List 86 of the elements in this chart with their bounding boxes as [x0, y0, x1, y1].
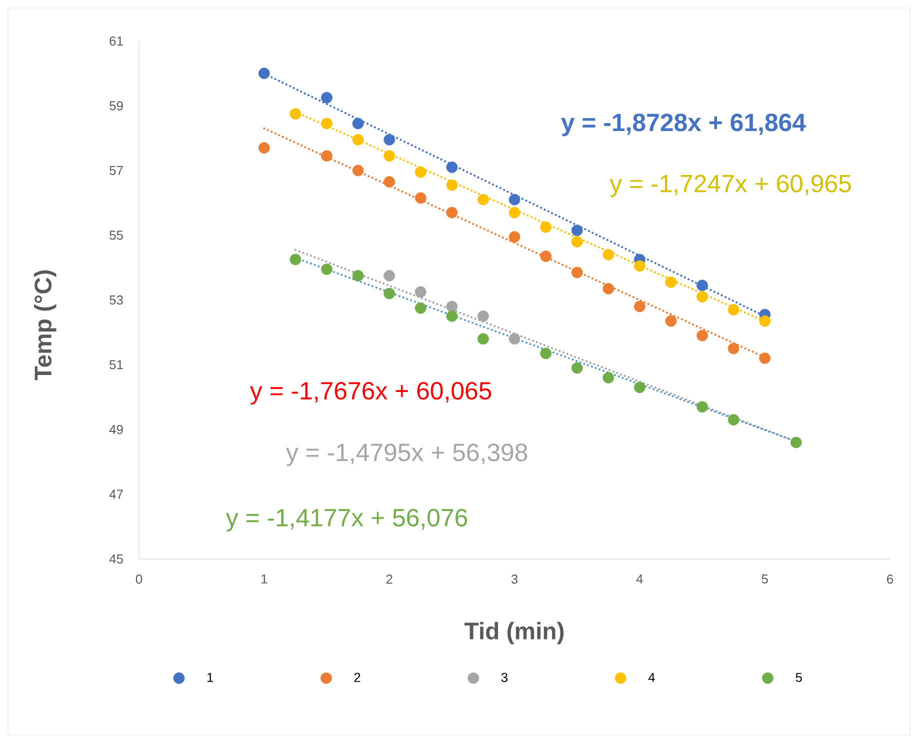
point — [414, 192, 426, 204]
point — [258, 142, 270, 154]
point — [384, 150, 396, 162]
point — [540, 348, 552, 360]
point — [384, 288, 396, 300]
point — [728, 342, 740, 354]
y-tick-label: 49 — [109, 424, 123, 434]
point — [258, 68, 270, 80]
annotation: y = -1,7247x + 60,965 — [610, 174, 851, 198]
point — [602, 282, 614, 294]
point — [384, 176, 396, 188]
x-tick-label: 4 — [636, 574, 643, 584]
legend-label: 4 — [648, 672, 655, 682]
point — [508, 194, 520, 206]
legend-label: 2 — [354, 672, 360, 682]
point — [352, 118, 364, 130]
x-tick-label: 1 — [262, 574, 268, 584]
x-tick-label: 2 — [386, 574, 392, 584]
point — [634, 260, 646, 272]
point — [634, 300, 646, 312]
point — [414, 302, 426, 314]
point — [508, 231, 520, 243]
point — [696, 401, 708, 413]
point — [571, 236, 583, 248]
point — [478, 194, 489, 206]
annotation: y = -1,4795x + 56,398 — [286, 444, 528, 466]
x-tick-label: 6 — [887, 574, 894, 584]
point — [290, 254, 302, 266]
point — [321, 118, 332, 130]
point — [634, 382, 646, 394]
point — [321, 264, 332, 275]
point — [290, 108, 302, 120]
point — [414, 286, 426, 298]
y-axis-title: Temp (°C) — [34, 270, 56, 380]
point — [728, 304, 740, 316]
y-tick-label: 51 — [110, 360, 123, 370]
annotation: y = -1,4177x + 56,076 — [226, 508, 468, 532]
point — [728, 414, 740, 426]
point — [508, 333, 520, 345]
x-axis-title: Tid (min) — [464, 622, 564, 644]
point — [384, 134, 396, 146]
legend-label: 1 — [207, 672, 214, 682]
point — [790, 436, 802, 448]
legend-label: 5 — [796, 672, 802, 682]
point — [478, 333, 489, 345]
point — [414, 166, 426, 178]
point — [696, 330, 708, 342]
y-tick-label: 45 — [109, 554, 123, 564]
point — [508, 206, 520, 218]
point — [571, 266, 583, 278]
point — [384, 270, 396, 282]
point — [446, 310, 458, 322]
point — [540, 221, 552, 233]
y-tick-label: 57 — [110, 166, 123, 176]
annotation: y = -1,8728x + 61,864 — [561, 114, 806, 136]
point — [352, 164, 364, 176]
point — [696, 280, 708, 292]
y-tick-label: 55 — [110, 230, 123, 240]
y-tick-label: 61 — [110, 36, 123, 46]
point — [602, 372, 614, 384]
x-tick-label: 5 — [762, 574, 768, 584]
point — [571, 362, 583, 374]
point — [665, 276, 677, 288]
legend-label: 3 — [501, 672, 508, 682]
y-tick-label: 47 — [109, 490, 123, 499]
point — [478, 310, 489, 322]
x-tick-label: 0 — [136, 574, 142, 584]
y-tick-label: 59 — [110, 101, 123, 110]
x-tick-label: 3 — [511, 574, 518, 584]
point — [321, 92, 332, 104]
point — [759, 315, 771, 327]
point — [352, 270, 364, 282]
point — [321, 150, 332, 162]
annotation: y = -1,7676x + 60,065 — [250, 382, 492, 405]
point — [759, 352, 771, 364]
point — [540, 250, 552, 262]
y-tick-label: 53 — [110, 295, 123, 305]
point — [352, 134, 364, 146]
point — [665, 315, 677, 327]
point — [446, 300, 458, 312]
point — [602, 248, 614, 260]
point — [446, 179, 458, 191]
point — [446, 206, 458, 218]
point — [571, 224, 583, 236]
point — [446, 162, 458, 173]
point — [696, 291, 708, 302]
